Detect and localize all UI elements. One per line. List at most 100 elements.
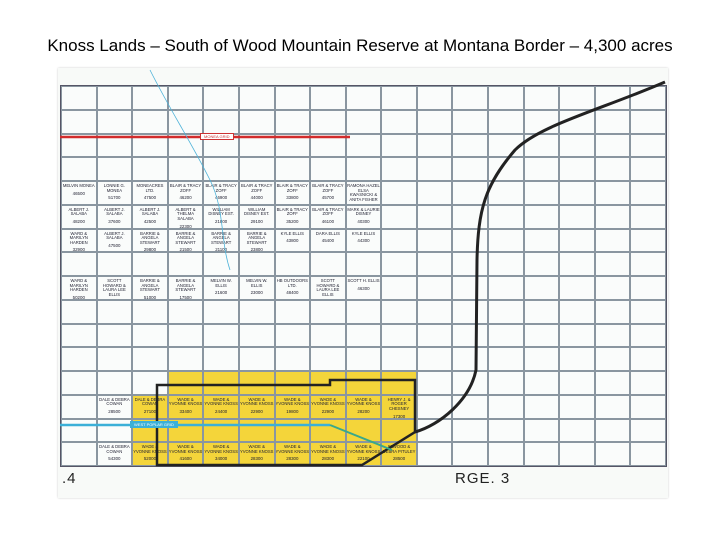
parcel-owner: BLAIR & TRACY ZOFF — [169, 183, 202, 193]
parcel-assessment: 40300 — [357, 218, 370, 224]
parcel-owner: WADE & YVONNE KNOSS — [311, 396, 345, 407]
parcel: WADE & YVONNE KNOSS 28300 — [274, 442, 311, 466]
parcel-owner: WADE & YVONNE KNOSS — [311, 444, 345, 454]
parcel — [61, 394, 97, 419]
parcel — [559, 204, 595, 229]
parcel-assessment: 44300 — [357, 238, 370, 244]
parcel — [488, 299, 524, 324]
parcel — [61, 133, 97, 158]
parcel-owner: ALBERT J. SALABA — [104, 230, 125, 241]
parcel-owner: BARRIE & ANGELA STEWART — [211, 230, 232, 245]
parcel — [559, 86, 595, 110]
parcel — [523, 299, 560, 324]
parcel: ELWOOD & DEBRA PITULEY 28500 — [381, 442, 417, 466]
parcel — [381, 276, 417, 300]
parcel: BLAIR & TRACY ZOFF 46200 — [167, 181, 204, 205]
parcel: SCOTT H. ELLIS 46300 — [345, 276, 382, 300]
parcel-assessment: 46100 — [321, 218, 335, 224]
parcel — [594, 252, 631, 276]
parcel — [381, 418, 417, 443]
parcel — [96, 418, 133, 443]
parcel — [488, 418, 524, 443]
parcel — [630, 109, 666, 134]
parcel — [61, 347, 97, 371]
parcel — [523, 228, 560, 253]
parcel — [523, 347, 560, 371]
parcel — [203, 323, 239, 348]
parcel: BLAIR & TRACY ZOFF 44000 — [238, 181, 275, 205]
parcel: DARA ELLIS 45400 — [310, 228, 346, 253]
land-ownership-grid: MELVIN MONEA 46500 LONNIE G. MONEA 51700 MON… — [60, 85, 667, 467]
parcel — [310, 323, 346, 348]
parcel — [132, 86, 168, 110]
parcel — [381, 109, 417, 134]
parcel — [381, 228, 417, 253]
parcel: DALE & DEBRA COWAN 28500 — [96, 394, 133, 419]
parcel — [345, 323, 382, 348]
parcel — [452, 109, 489, 134]
parcel — [416, 371, 453, 395]
parcel — [132, 299, 168, 324]
parcel — [61, 418, 97, 443]
parcel-assessment: 47500 — [143, 195, 157, 201]
page-title: Knoss Lands – South of Wood Mountain Res… — [47, 36, 673, 55]
parcel-assessment: 28500 — [108, 408, 121, 414]
parcel-assessment: 34000 — [215, 456, 228, 462]
parcel-owner: KYLE ELLIS — [351, 230, 376, 236]
parcel-owner: ALBERT J. SALABA — [104, 206, 125, 217]
parcel — [488, 347, 524, 371]
parcel — [132, 323, 168, 348]
range-label-right: RGE. 3 — [455, 470, 511, 487]
parcel-assessment: 42500 — [143, 218, 157, 224]
parcel — [594, 442, 631, 466]
parcel-owner: WADE & YVONNE KNOSS — [275, 396, 310, 407]
parcel — [167, 299, 204, 324]
parcel — [61, 371, 97, 395]
parcel-assessment: 28200 — [357, 408, 370, 414]
parcel — [452, 323, 489, 348]
parcel — [167, 86, 204, 110]
parcel-assessment: 32900 — [72, 247, 85, 253]
parcel-owner: RAMONA HAZEL ELSA KWASNICKI & ANITA FISH… — [347, 183, 380, 202]
parcel-assessment: 51000 — [143, 294, 157, 300]
parcel-owner: BARRIE & ANGELA STEWART — [175, 278, 196, 293]
parcel-assessment: 23800 — [250, 247, 263, 253]
parcel — [274, 86, 311, 110]
parcel — [559, 394, 595, 419]
parcel: BARRIE & ANGELA STEWART 23800 — [238, 228, 275, 253]
parcel — [310, 133, 346, 158]
parcel: HENRY J. & ROGER CHESNEY 17300 — [381, 394, 417, 419]
parcel — [132, 133, 168, 158]
parcel — [559, 157, 595, 181]
parcel — [452, 228, 489, 253]
parcel: BARRIE & ANGELA STEWART 21500 — [167, 228, 204, 253]
parcel — [167, 252, 204, 276]
parcel-assessment: 51700 — [108, 195, 121, 201]
parcel — [523, 157, 560, 181]
parcel — [61, 109, 97, 134]
parcel — [630, 442, 666, 466]
parcel — [488, 371, 524, 395]
parcel-owner: WADE & YVONNE KNOSS — [204, 396, 238, 407]
parcel-assessment: 22100 — [357, 456, 370, 462]
parcel — [594, 228, 631, 253]
parcel — [310, 109, 346, 134]
parcel — [381, 299, 417, 324]
parcel — [630, 371, 666, 395]
parcel — [630, 228, 666, 253]
parcel-assessment: 29100 — [250, 218, 263, 224]
parcel-assessment: 28500 — [392, 456, 406, 462]
parcel — [203, 157, 239, 181]
parcel — [61, 86, 97, 110]
parcel — [416, 109, 453, 134]
parcel — [416, 347, 453, 371]
parcel — [488, 181, 524, 205]
parcel-assessment: 22900 — [250, 408, 263, 414]
parcel-assessment: 41600 — [179, 456, 192, 462]
parcel-owner: MELVIN W. ELLIS — [246, 278, 268, 288]
parcel — [452, 276, 489, 300]
parcel: WILLIAM DISNEY EST. 29100 — [238, 204, 275, 229]
parcel — [238, 157, 275, 181]
parcel — [310, 252, 346, 276]
parcel: MELVIN W. ELLIS 21600 — [203, 276, 239, 300]
